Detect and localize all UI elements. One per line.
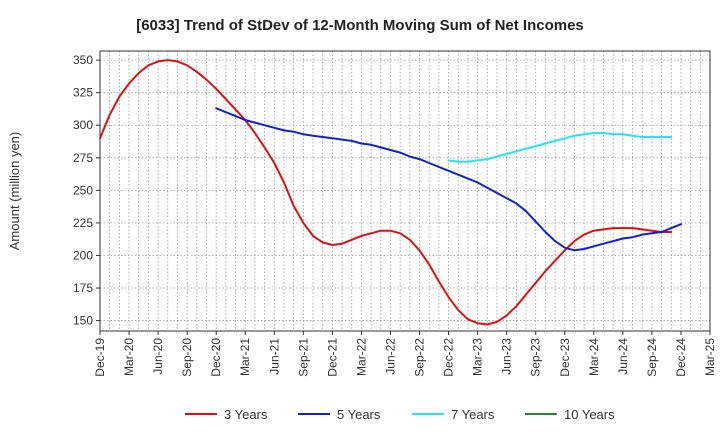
x-tick-label: Sep-20 [180, 338, 194, 377]
x-tick-label: Sep-21 [296, 338, 310, 377]
series-line-2 [215, 107, 682, 252]
x-tick-label: Jun-22 [383, 338, 397, 375]
legend-label-2: 5 Years [337, 407, 381, 422]
x-tick-label: Mar-25 [703, 338, 717, 376]
series-lines [99, 59, 682, 326]
x-axis-ticks: Dec-19 Mar-20 Jun-20 Sep-20 Dec-20 Mar-21 Jun-… [93, 331, 717, 377]
x-tick-label: Mar-22 [354, 338, 368, 376]
plot-area [99, 50, 711, 332]
chart-title: [6033] Trend of StDev of 12-Month Moving… [136, 17, 584, 34]
y-tick-label: 325 [73, 86, 93, 100]
x-tick-label: Mar-24 [587, 338, 601, 376]
y-tick-label: 150 [73, 314, 93, 328]
series-line-3 [447, 132, 673, 163]
x-tick-label: Jun-23 [500, 338, 514, 375]
y-tick-label: 350 [73, 53, 93, 67]
y-tick-label: 200 [73, 248, 93, 262]
x-tick-label: Sep-24 [645, 338, 659, 377]
y-axis-ticks: 150 175 200 225 250 275 300 325 350 [73, 53, 100, 328]
grid [99, 51, 711, 331]
series-line-1 [99, 59, 673, 326]
y-tick-label: 275 [73, 151, 93, 165]
x-tick-label: Sep-23 [529, 338, 543, 377]
legend-label-1: 3 Years [224, 407, 268, 422]
y-tick-label: 250 [73, 183, 93, 197]
x-tick-label: Jun-21 [267, 338, 281, 375]
y-axis-label: Amount (million yen) [7, 132, 22, 251]
x-tick-label: Dec-24 [674, 338, 688, 377]
x-tick-label: Mar-21 [238, 338, 252, 376]
x-tick-label: Dec-21 [325, 338, 339, 377]
x-tick-label: Sep-22 [413, 338, 427, 377]
legend-label-3: 7 Years [451, 407, 495, 422]
y-tick-label: 300 [73, 118, 93, 132]
x-tick-label: Mar-23 [471, 338, 485, 376]
x-tick-label: Dec-23 [558, 338, 572, 377]
legend: 3 Years 5 Years 7 Years 10 Years [185, 407, 615, 422]
y-tick-label: 225 [73, 216, 93, 230]
x-tick-label: Jun-24 [616, 338, 630, 375]
x-tick-label: Dec-19 [93, 338, 107, 377]
x-tick-label: Dec-22 [442, 338, 456, 377]
x-tick-label: Jun-20 [151, 338, 165, 375]
x-tick-label: Mar-20 [122, 338, 136, 376]
x-tick-label: Dec-20 [209, 338, 223, 377]
legend-label-4: 10 Years [564, 407, 615, 422]
y-tick-label: 175 [73, 281, 93, 295]
